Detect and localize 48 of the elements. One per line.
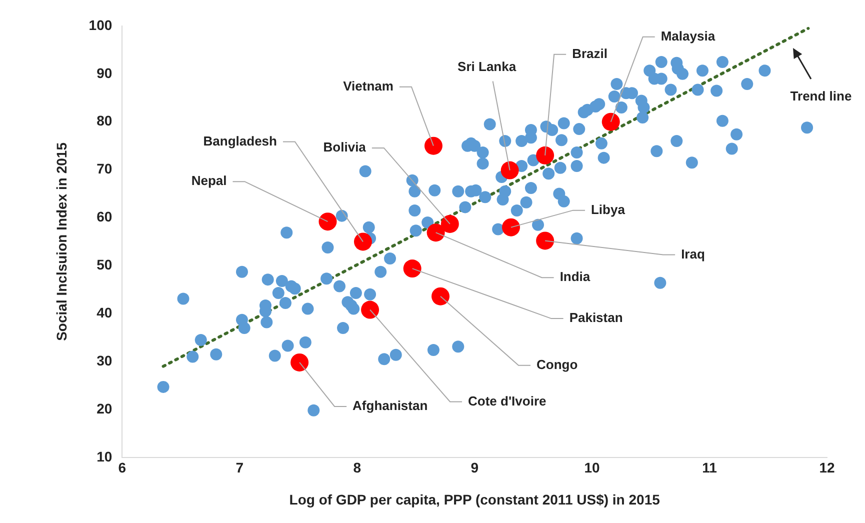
point — [403, 260, 422, 278]
annotation: Sri Lanka — [458, 58, 517, 74]
point — [536, 232, 554, 250]
point — [354, 232, 372, 251]
point — [426, 224, 445, 242]
point — [536, 146, 554, 164]
annotation: Trend line — [790, 88, 852, 104]
y-tick-label: 90 — [96, 64, 112, 81]
y-tick-label: 40 — [96, 304, 112, 320]
annotation: Bolivia — [323, 140, 367, 155]
point — [500, 161, 519, 180]
point — [502, 218, 520, 236]
y-tick-label: 80 — [96, 112, 112, 129]
y-tick-label: 60 — [96, 208, 112, 225]
x-axis-title: Log of GDP per capita, PPP (constant 2011 US$) in 2015 — [289, 491, 660, 508]
annotation: Pakistan — [569, 310, 623, 326]
annotation: Iraq — [681, 246, 705, 262]
annotation: Brazil — [572, 46, 608, 61]
annotation: Bangladesh — [203, 133, 278, 148]
annotation: Congo — [536, 356, 578, 372]
y-axis-title: Social Inclsuion Index in 2015 — [53, 142, 70, 341]
point — [602, 112, 620, 131]
x-tick-label: 10 — [584, 460, 600, 476]
point — [290, 353, 309, 372]
annotation: Malaysia — [660, 28, 716, 44]
x-tick-label: 6 — [118, 460, 126, 476]
annotation: India — [560, 269, 591, 284]
x-tick-label: 9 — [470, 460, 479, 476]
x-tick-label: 11 — [702, 460, 718, 476]
annotation: Nepal — [191, 173, 227, 188]
y-tick-label: 70 — [96, 160, 112, 177]
annotation: Vietnam — [343, 78, 394, 94]
y-tick-label: 100 — [88, 16, 112, 33]
annotation: Libya — [590, 202, 626, 217]
point — [361, 300, 380, 319]
point — [318, 212, 337, 231]
x-tick-label: 12 — [819, 460, 835, 476]
point — [432, 287, 450, 306]
y-tick-label: 50 — [96, 256, 112, 273]
annotation: Cote d'Ivoire — [468, 393, 546, 408]
y-tick-label: 10 — [96, 448, 112, 464]
point — [440, 214, 459, 233]
y-tick-label: 20 — [96, 400, 112, 416]
point — [424, 136, 442, 155]
x-tick-label: 7 — [236, 460, 244, 476]
annotation: Afghanistan — [352, 398, 428, 414]
y-tick-label: 30 — [96, 352, 112, 368]
x-tick-label: 8 — [353, 460, 362, 476]
